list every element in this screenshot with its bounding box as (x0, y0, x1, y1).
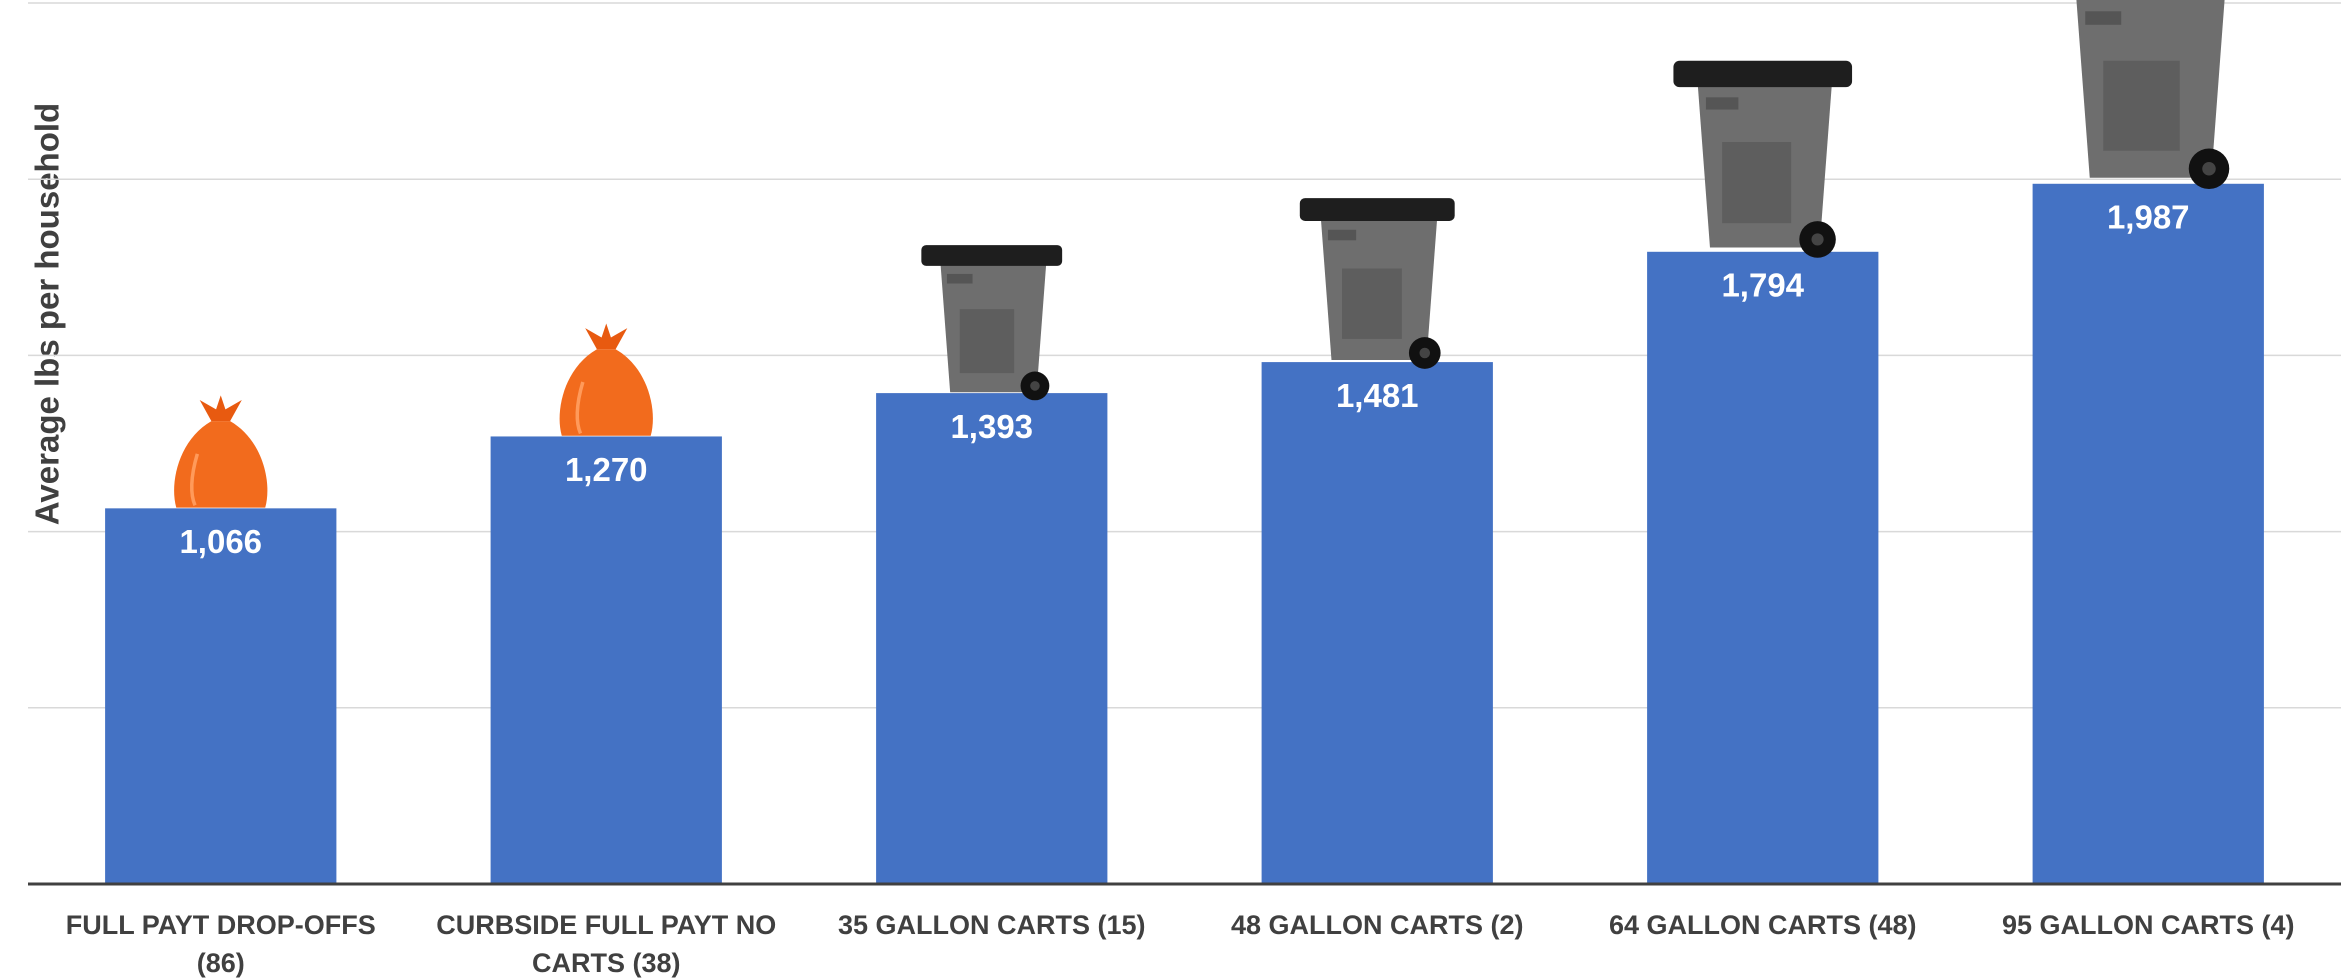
cart-handle (1328, 230, 1356, 241)
cart-lid (921, 245, 1062, 266)
x-tick-label: CURBSIDE FULL PAYT NO CARTS (38) (426, 906, 786, 980)
cart-lid (1300, 198, 1455, 221)
value-label: 1,393 (950, 408, 1033, 445)
cart-panel (960, 309, 1014, 373)
cart-handle (2085, 11, 2121, 25)
bag-icon (174, 395, 267, 507)
cart-hub (1419, 348, 1430, 359)
cart-hub (1811, 233, 1823, 245)
cart-panel (2103, 61, 2180, 151)
cart-handle (1706, 97, 1738, 109)
x-tick-label: 64 GALLON CARTS (48) (1583, 906, 1943, 944)
value-label: 1,481 (1336, 377, 1419, 414)
bar (105, 508, 336, 884)
chart: Average lbs per household 1,066 1,270 1,39… (0, 0, 2342, 980)
value-label: 1,987 (2107, 198, 2190, 235)
cart-panel (1722, 142, 1791, 223)
cart-icon (921, 245, 1062, 400)
bag-body (174, 421, 267, 508)
bag-knot (585, 323, 627, 349)
value-label: 1,270 (565, 451, 648, 488)
x-tick-label: 35 GALLON CARTS (15) (812, 906, 1172, 944)
cart-lid (1673, 61, 1852, 87)
bar (491, 436, 722, 884)
bar (1647, 252, 1878, 884)
y-axis-title: Average lbs per household (29, 103, 66, 525)
x-tick-label: 48 GALLON CARTS (2) (1197, 906, 1557, 944)
bar (876, 393, 1107, 884)
bag-knot (200, 395, 242, 421)
value-label: 1,066 (179, 523, 262, 560)
x-tick-label: 95 GALLON CARTS (4) (1968, 906, 2328, 944)
cart-icon (2049, 0, 2247, 189)
bag-icon (560, 323, 653, 435)
cart-icon (1673, 61, 1852, 258)
cart-handle (947, 274, 973, 284)
bar (1262, 362, 1493, 884)
page: Average lbs per household 1,066 1,270 1,39… (0, 0, 2342, 980)
cart-panel (1342, 268, 1402, 338)
cart-icon (1300, 198, 1455, 369)
cart-hub (2202, 162, 2216, 176)
bag-body (560, 349, 653, 436)
bar (2033, 184, 2264, 884)
x-tick-label: FULL PAYT DROP-OFFS (86) (41, 906, 401, 980)
cart-hub (1030, 381, 1040, 391)
value-label: 1,794 (1721, 267, 1804, 304)
